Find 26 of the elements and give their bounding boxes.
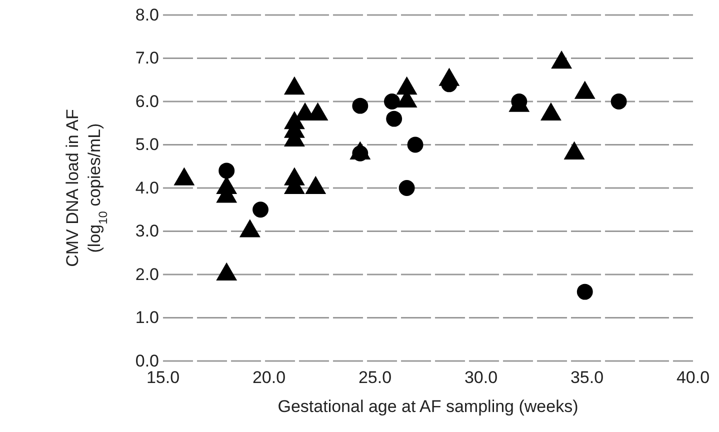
y-tick-label: 8.0 [135,5,159,24]
y-tick-label: 5.0 [135,135,159,154]
y-tick-label: 0.0 [135,351,159,370]
point [574,80,596,99]
x-tick-label: 35.0 [570,368,604,388]
point [216,262,238,281]
point [396,76,418,95]
y-tick-label: 1.0 [135,308,159,328]
point [284,76,305,95]
y-tick-label: 6.0 [135,92,159,111]
x-tick-label: 30.0 [464,368,498,388]
point [564,141,585,160]
point [551,50,572,69]
x-tick-label: 25.0 [358,368,392,388]
x-tick-label: 20.0 [252,368,286,388]
point [540,102,562,121]
y-tick-label: 3.0 [135,222,159,241]
x-tick-label: 40.0 [676,368,710,388]
x-tick-label: 15.0 [146,368,180,388]
point [239,219,260,238]
point [174,167,195,186]
point [305,176,326,194]
y-tick-label: 7.0 [135,48,159,68]
y-tick-label: 2.0 [135,264,159,284]
x-axis-title: Gestational age at AF sampling (weeks) [278,397,578,416]
y-tick-label: 4.0 [135,178,159,198]
